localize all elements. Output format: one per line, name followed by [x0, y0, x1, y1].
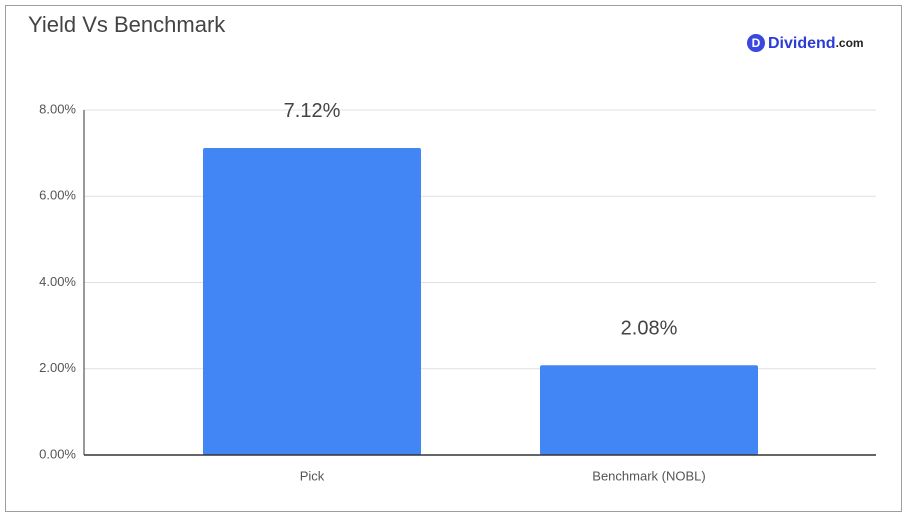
brand-icon [747, 34, 765, 52]
chart-border [5, 5, 902, 512]
x-tick-label: Pick [300, 468, 325, 483]
bar [203, 147, 421, 455]
bar [540, 365, 758, 455]
y-tick-label: 8.00% [39, 101, 76, 116]
y-tick-label: 0.00% [39, 446, 76, 461]
y-tick-label: 4.00% [39, 274, 76, 289]
brand-mark: D [752, 36, 761, 50]
x-tick-label: Benchmark (NOBL) [592, 468, 705, 483]
chart-title: Yield Vs Benchmark [28, 12, 226, 37]
value-label: 2.08% [621, 318, 678, 340]
value-label: 7.12% [284, 100, 341, 122]
y-tick-label: 2.00% [39, 360, 76, 375]
brand-name-main: Dividend [768, 35, 836, 52]
y-tick-label: 6.00% [39, 188, 76, 203]
brand-suffix: .com [836, 36, 864, 50]
brand-name: Dividend.com [768, 35, 864, 52]
